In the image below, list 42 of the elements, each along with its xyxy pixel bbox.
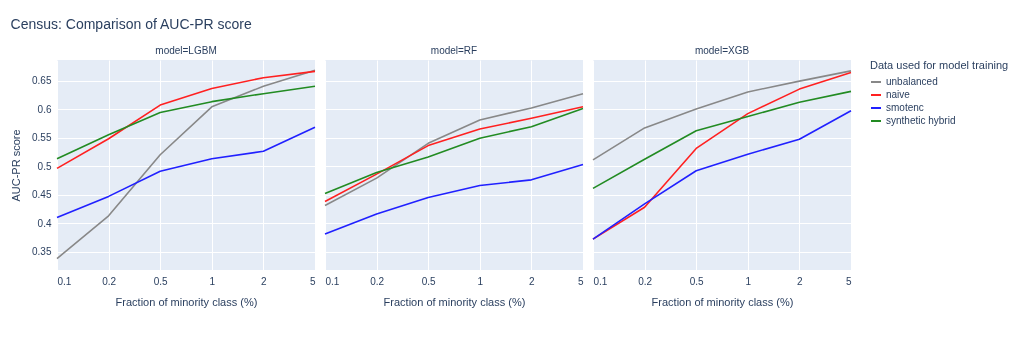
x-tick-label: 5	[845, 275, 852, 287]
y-tick-label: 0.4	[37, 217, 52, 229]
y-axis-title: AUC-PR score	[10, 129, 23, 202]
line-series	[56, 69, 316, 260]
x-axis-title: Fraction of minority class (%)	[115, 295, 258, 308]
x-tick-label: 0.5	[689, 275, 705, 287]
chart-subtitle: model=XGB	[694, 45, 750, 56]
x-tick-label: 0.5	[153, 275, 169, 287]
x-tick-label: 0.1	[57, 275, 72, 287]
x-tick-label: 0.2	[638, 275, 653, 287]
legend-title: Data used for model training	[870, 59, 1009, 71]
x-tick-label: 0.2	[102, 275, 117, 287]
y-tick-label: 0.55	[32, 132, 52, 144]
x-tick-label: 0.1	[593, 275, 608, 287]
y-tick-label: 0.6	[37, 103, 52, 115]
legend-label: naive	[886, 89, 911, 100]
legend-label: unbalanced	[886, 76, 938, 87]
chart-subtitle: model=LGBM	[155, 45, 217, 56]
chart-subtitle: model=RF	[430, 45, 478, 56]
legend-label: synthetic hybrid	[886, 115, 956, 126]
y-tick-label: 0.35	[32, 246, 52, 258]
x-tick-label: 0.5	[421, 275, 437, 287]
x-tick-label: 2	[797, 275, 804, 287]
x-tick-label: 2	[261, 275, 268, 287]
chart-title: Census: Comparison of AUC-PR score	[10, 16, 252, 32]
line-series	[56, 70, 316, 170]
x-tick-label: 5	[577, 275, 584, 287]
x-tick-label: 1	[477, 275, 484, 287]
x-tick-label: 1	[209, 275, 216, 287]
x-axis-title: Fraction of minority class (%)	[651, 295, 794, 308]
y-tick-label: 0.45	[32, 189, 52, 201]
x-tick-label: 2	[529, 275, 536, 287]
x-tick-label: 0.2	[370, 275, 385, 287]
x-tick-label: 5	[309, 275, 316, 287]
line-series	[56, 126, 316, 219]
y-tick-label: 0.65	[32, 75, 52, 87]
legend-label: smotenc	[886, 102, 924, 113]
y-tick-label: 0.5	[37, 160, 52, 172]
x-tick-label: 0.1	[325, 275, 340, 287]
x-axis-title: Fraction of minority class (%)	[383, 295, 526, 308]
line-series	[56, 85, 316, 160]
x-tick-label: 1	[745, 275, 752, 287]
